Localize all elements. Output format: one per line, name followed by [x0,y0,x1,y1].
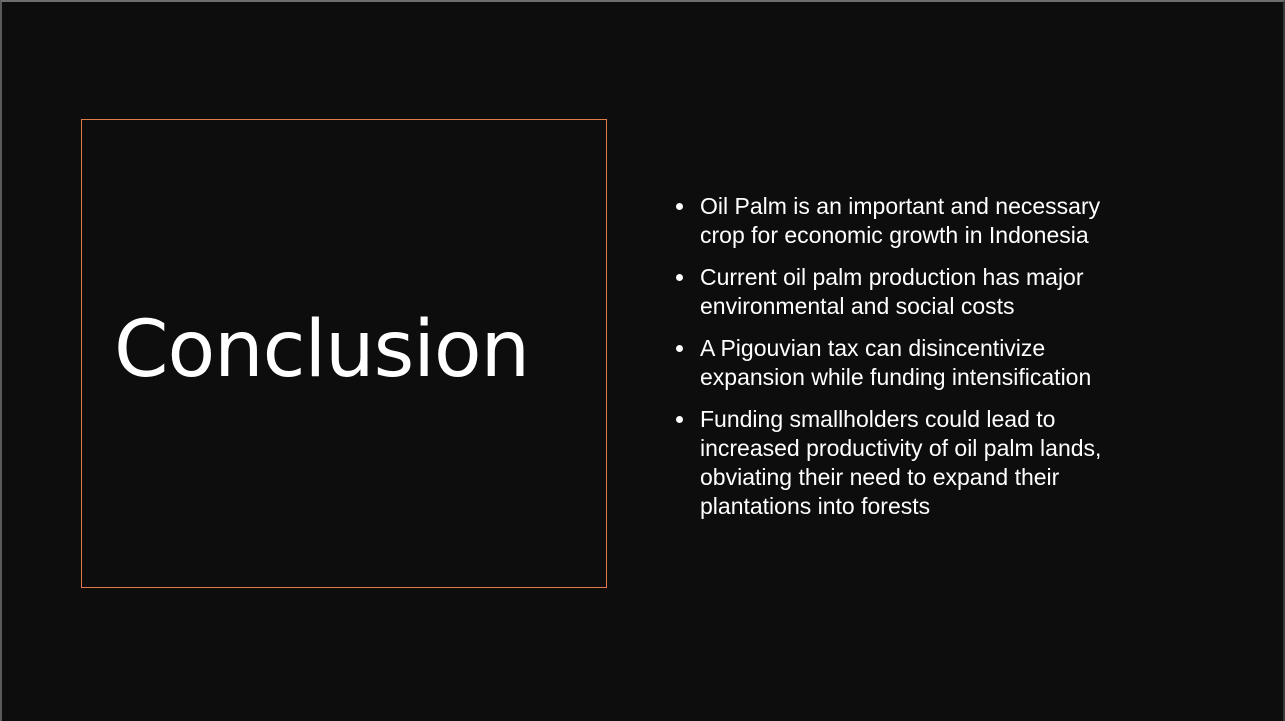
slide-title: Conclusion [114,305,530,395]
bullet-dot-icon [676,345,683,352]
bullet-text: Funding smallholders could lead to incre… [700,406,1102,519]
bullet-dot-icon [676,274,683,281]
bullet-item: Funding smallholders could lead to incre… [674,405,1144,521]
bullet-text: A Pigouvian tax can disincentivize expan… [700,335,1092,390]
bullet-text: Oil Palm is an important and necessary c… [700,193,1101,248]
bullet-item: Oil Palm is an important and necessary c… [674,192,1144,250]
title-box: Conclusion [81,119,607,588]
bullet-list: Oil Palm is an important and necessary c… [674,192,1144,534]
bullet-item: Current oil palm production has major en… [674,263,1144,321]
bullet-item: A Pigouvian tax can disincentivize expan… [674,334,1144,392]
bullet-text: Current oil palm production has major en… [700,264,1084,319]
bullet-dot-icon [676,203,683,210]
bullet-dot-icon [676,416,683,423]
